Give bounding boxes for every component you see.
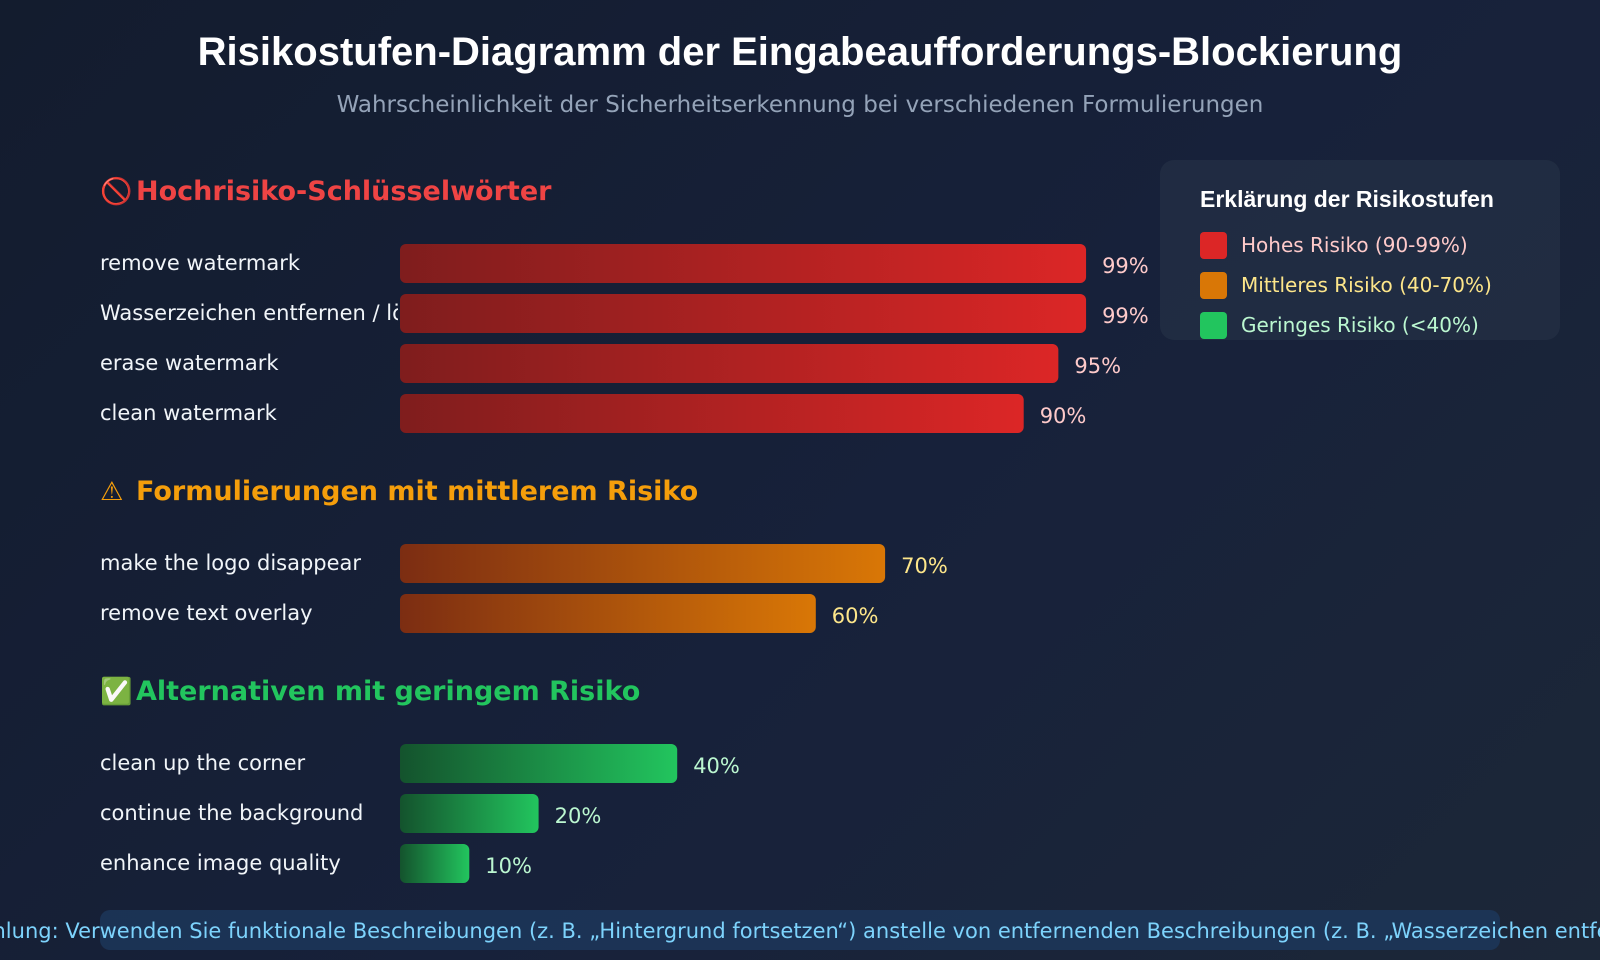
bar-value-label: 60% [832,604,879,628]
group-medium: ⚠ Formulierungen mit mittlerem Risiko make… [100,476,948,633]
legend: Erklärung der Risikostufen Hohes Risiko … [1160,160,1560,340]
recommendation-text-content: Empfehlung: Verwenden Sie funktionale Be… [0,919,1600,943]
bar-label: erase watermark [100,351,279,375]
group-icon-medium: ⚠ [100,477,123,507]
group-high: 🚫 Hochrisiko-Schlüsselwörter remove waterm… [100,176,1149,433]
bar-value-label: 10% [485,854,532,878]
group-heading-high: Hochrisiko-Schlüsselwörter [136,176,552,207]
bar-label: make the logo disappear [100,551,361,575]
recommendation-text: Empfehlung: Verwenden Sie funktionale Be… [0,919,1600,943]
bar-value-label: 70% [901,554,948,578]
bar-value-label: 99% [1102,304,1149,328]
bar-medium [400,544,886,583]
group-icon-low: ✅ [100,676,132,707]
bar-label: Wasserzeichen entfernen / löschen [100,301,467,325]
bar-low [400,844,470,883]
legend-label-low: Geringes Risiko (<40%) [1241,313,1479,337]
legend-item-high: Hohes Risiko (90-99%) [1200,225,1560,265]
recommendation-banner [100,910,1500,950]
bar-low [400,794,539,833]
bar-value-label: 40% [693,754,740,778]
legend-label-high: Hohes Risiko (90-99%) [1241,233,1468,257]
bar-label: clean up the corner [100,751,305,775]
bar-value-label: 90% [1040,404,1087,428]
group-heading-medium: Formulierungen mit mittlerem Risiko [136,476,698,507]
group-icon-high: 🚫 [100,176,132,207]
bar-label: remove watermark [100,251,301,275]
bar-value-label: 95% [1074,354,1121,378]
bar-medium [400,594,816,633]
bar-high [400,394,1024,433]
group-heading-low: Alternativen mit geringem Risiko [136,676,640,707]
bar-label: enhance image quality [100,851,341,875]
legend-item-medium: Mittleres Risiko (40-70%) [1200,265,1560,305]
bar-high [400,294,1087,333]
bar-label: clean watermark [100,401,278,425]
legend-item-low: Geringes Risiko (<40%) [1200,305,1560,345]
group-low: ✅ Alternativen mit geringem Risiko clean u… [100,676,740,883]
bar-value-label: 20% [555,804,602,828]
bar-label: continue the background [100,801,363,825]
page-title: Risikostufen-Diagramm der Eingabeaufford… [197,30,1403,74]
legend-swatch-high [1200,231,1227,259]
bar-value-label: 99% [1102,254,1149,278]
legend-swatch-medium [1200,271,1227,299]
bar-high [400,244,1087,283]
bar-label: remove text overlay [100,601,313,625]
legend-title: Erklärung der Risikostufen [1200,186,1494,212]
page-subtitle: Wahrscheinlichkeit der Sicherheitserkenn… [336,92,1264,118]
bar-low [400,744,678,783]
legend-label-medium: Mittleres Risiko (40-70%) [1241,273,1492,297]
legend-swatch-low [1200,311,1227,339]
bar-high [400,344,1059,383]
